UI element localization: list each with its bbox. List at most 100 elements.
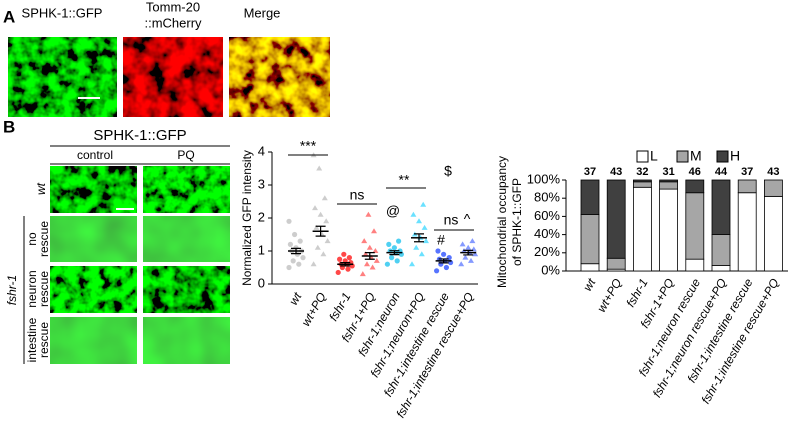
bar-segment — [659, 179, 678, 183]
legend-swatch — [676, 150, 689, 163]
image-label: Merge — [244, 5, 281, 20]
count-label: 44 — [715, 166, 728, 178]
data-point — [361, 238, 368, 244]
y-tick-label: 60% — [534, 208, 560, 223]
count-label: 43 — [610, 166, 622, 178]
image-title: SPHK-1::GFP — [93, 127, 186, 144]
y-tick-label: 100% — [527, 171, 561, 186]
bar-segment — [633, 186, 652, 272]
bar-segment — [737, 192, 757, 272]
data-point — [409, 261, 415, 267]
y-axis-label: Normalized GFP intensity — [240, 150, 254, 286]
x-tick-label: wt — [286, 290, 304, 308]
bar-segment — [764, 195, 783, 272]
data-point — [413, 244, 420, 250]
data-point — [418, 251, 425, 257]
bar-segment — [685, 258, 705, 272]
data-point — [373, 257, 380, 263]
data-point — [365, 211, 372, 217]
micrograph-gfp — [8, 37, 117, 117]
row-label: rescue — [37, 322, 51, 358]
row-label: rescue — [37, 221, 51, 257]
y-tick-label: 40% — [534, 226, 560, 241]
bar-segment — [580, 179, 600, 215]
data-point — [293, 245, 299, 251]
micrograph — [143, 166, 230, 213]
x-tick-label: fshr-1 — [623, 276, 650, 309]
data-point — [435, 248, 441, 254]
error-bar — [340, 261, 351, 267]
row-label: intestine — [25, 317, 39, 362]
micrograph — [143, 216, 230, 262]
row-label: rescue — [37, 271, 51, 307]
x-tick-label: wt+PQ — [299, 290, 329, 328]
significance: # — [437, 232, 445, 248]
error-bar — [364, 252, 375, 260]
image-label: ::mCherry — [144, 15, 202, 30]
legend-swatch — [636, 150, 649, 163]
data-point — [441, 251, 447, 257]
bar-segment — [685, 179, 705, 194]
micrograph — [143, 266, 230, 313]
bar-segment — [633, 181, 652, 188]
group-label: fshr-1 — [5, 275, 19, 305]
data-point — [341, 251, 347, 257]
row-label: neuron — [25, 270, 39, 307]
bar-segment — [580, 214, 600, 265]
micrograph — [50, 216, 137, 262]
data-point — [286, 264, 292, 271]
count-label: 32 — [636, 166, 648, 178]
significance: ns — [350, 187, 365, 203]
data-point — [313, 224, 320, 230]
data-point — [458, 261, 465, 267]
data-point — [335, 269, 341, 276]
panel-label: A — [3, 7, 15, 26]
data-point — [317, 211, 324, 217]
y-tick-label: 80% — [534, 190, 560, 205]
data-point — [337, 256, 343, 262]
data-point — [384, 261, 390, 267]
y-axis-label: of SPHK-1::GFP — [510, 178, 524, 266]
error-bar — [291, 247, 301, 255]
data-point — [290, 258, 296, 264]
y-tick-label: 0 — [258, 275, 265, 290]
data-point — [316, 165, 323, 171]
data-point — [394, 258, 400, 264]
x-tick-label: wt+PQ — [594, 276, 624, 314]
count-label: 31 — [662, 166, 674, 178]
data-point — [434, 268, 440, 274]
data-point — [359, 271, 366, 277]
data-point — [310, 261, 317, 267]
row-label: no — [25, 232, 39, 246]
bar-segment — [685, 192, 705, 260]
data-point — [416, 218, 422, 224]
data-point — [386, 241, 392, 247]
bar-segment — [606, 257, 626, 270]
error-bar — [463, 249, 474, 256]
significance: ns — [444, 212, 459, 228]
data-point — [297, 238, 303, 244]
data-point — [410, 211, 417, 217]
legend-label: M — [690, 148, 702, 164]
data-point — [362, 251, 369, 257]
data-point — [312, 205, 318, 211]
legend-swatch — [716, 150, 729, 163]
count-label: 37 — [741, 166, 753, 178]
data-point — [345, 266, 351, 272]
data-point — [423, 238, 429, 244]
error-bar — [414, 233, 424, 243]
data-point — [420, 201, 427, 207]
data-point — [314, 244, 321, 250]
data-point — [323, 218, 330, 224]
significance: $ — [444, 163, 452, 179]
column-label: PQ — [177, 148, 194, 162]
data-point — [287, 241, 293, 247]
significance: *** — [300, 138, 317, 154]
bar-segment — [580, 263, 600, 272]
bar-segment — [633, 179, 652, 183]
error-bar — [438, 258, 449, 264]
micrograph — [50, 166, 137, 213]
y-tick-label: 3 — [258, 176, 265, 191]
data-point — [372, 248, 379, 253]
